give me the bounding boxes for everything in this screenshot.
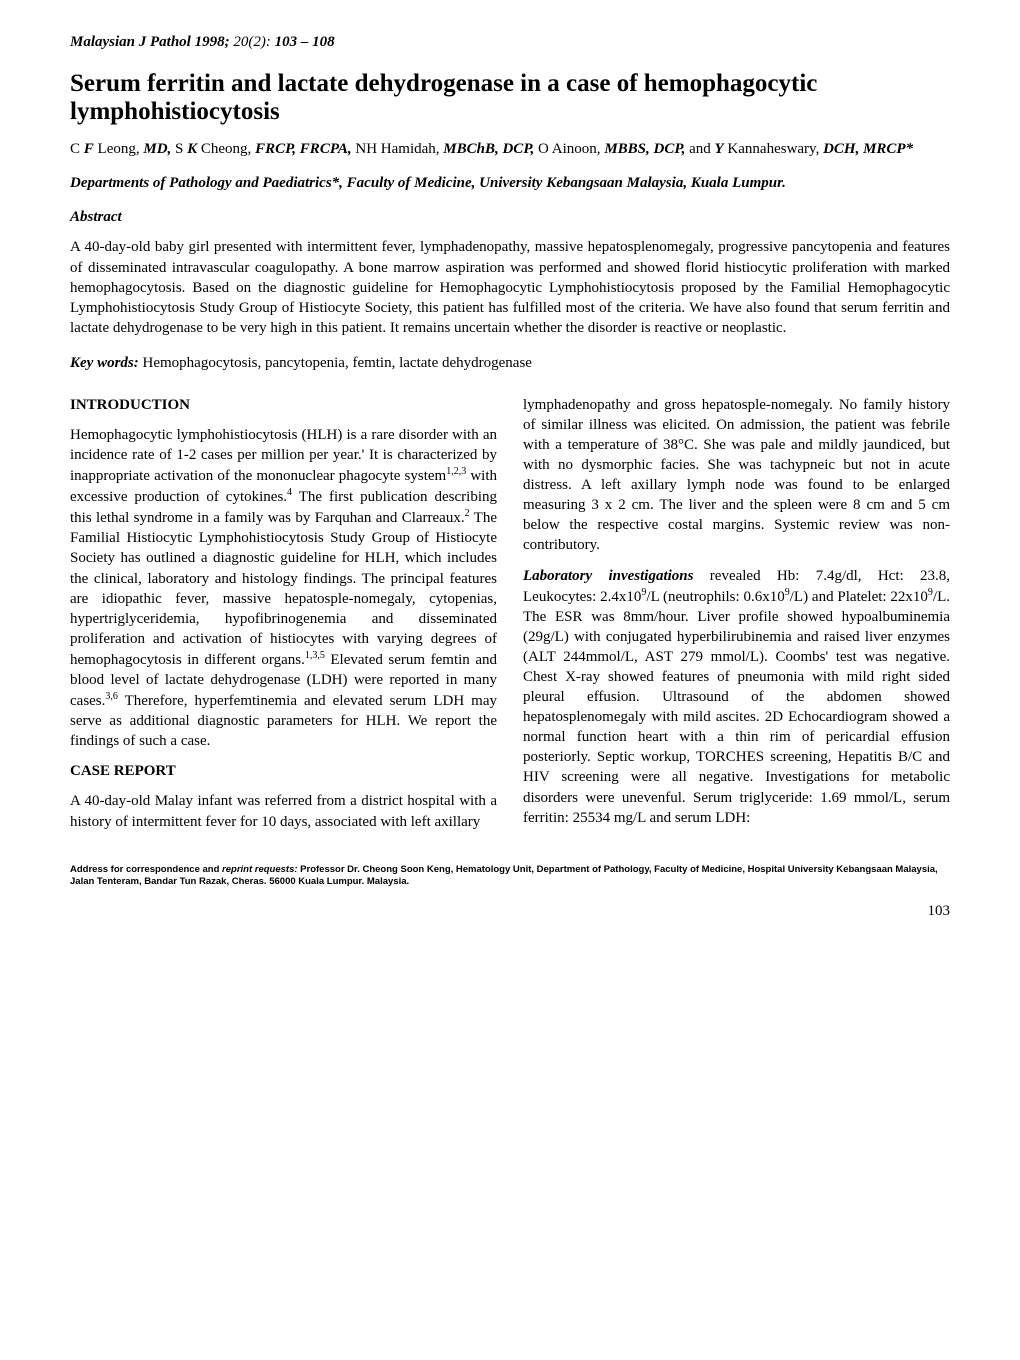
page-number: 103 xyxy=(70,901,950,921)
intro-text-d: The Familial Histiocytic Lymphohistiocyt… xyxy=(70,510,497,668)
lab-investigations-label: Laboratory investigations xyxy=(523,568,693,584)
case-report-heading: CASE REPORT xyxy=(70,761,497,781)
author-3-deg: MBChB, DCP, xyxy=(443,141,534,157)
lab-text-c: /L) and Platelet: 22x10 xyxy=(790,589,928,605)
author-2-init: K xyxy=(187,141,197,157)
keywords-label: Key words: xyxy=(70,355,139,371)
keywords-line: Key words: Hemophagocytosis, pancytopeni… xyxy=(70,353,950,373)
intro-sup-1: 1,2,3 xyxy=(446,466,466,477)
keywords-text: Hemophagocytosis, pancytopenia, femtin, … xyxy=(139,355,532,371)
intro-sup-5: 3,6 xyxy=(105,691,118,702)
author-5-init: Y xyxy=(715,141,724,157)
journal-pages: 103 – 108 xyxy=(275,34,335,50)
author-4-deg: MBBS, DCP, xyxy=(604,141,685,157)
author-4-pre: O Ainoon, xyxy=(534,141,604,157)
correspondence-footer: Address for correspondence and reprint r… xyxy=(70,864,950,888)
right-column: lymphadenopathy and gross hepatosple-nom… xyxy=(523,395,950,842)
author-1-pre: C xyxy=(70,141,84,157)
journal-name: Malaysian J Pathol xyxy=(70,34,191,50)
affiliation: Departments of Pathology and Paediatrics… xyxy=(70,174,950,194)
author-3-name: NH Hamidah, xyxy=(352,141,444,157)
author-1-deg: MD, xyxy=(143,141,171,157)
lab-text-b: /L (neutrophils: 0.6x10 xyxy=(646,589,784,605)
journal-header: Malaysian J Pathol 1998; 20(2): 103 – 10… xyxy=(70,32,950,52)
author-2-pre: S xyxy=(171,141,187,157)
author-5-pre: and xyxy=(689,141,714,157)
author-2-deg: FRCP, FRCPA, xyxy=(255,141,352,157)
intro-text-f: Therefore, hyperfemtinemia and elevated … xyxy=(70,693,497,749)
intro-sup-4: 1,3,5 xyxy=(305,650,325,661)
left-column: INTRODUCTION Hemophagocytic lymphohistio… xyxy=(70,395,497,842)
footer-label-1: Address for correspondence and xyxy=(70,864,222,875)
author-1-init: F xyxy=(84,141,94,157)
right-paragraph-1: lymphadenopathy and gross hepatosple-nom… xyxy=(523,395,950,556)
lab-text-d: /L. The ESR was 8mm/hour. Liver profile … xyxy=(523,589,950,826)
journal-issue: 20(2): xyxy=(233,34,271,50)
author-1-post: Leong, xyxy=(94,141,144,157)
two-column-body: INTRODUCTION Hemophagocytic lymphohistio… xyxy=(70,395,950,842)
case-paragraph-1: A 40-day-old Malay infant was referred f… xyxy=(70,791,497,831)
author-5-deg: DCH, MRCP* xyxy=(823,141,913,157)
introduction-heading: INTRODUCTION xyxy=(70,395,497,415)
intro-text-a: Hemophagocytic lymphohistiocytosis (HLH)… xyxy=(70,427,497,484)
article-title: Serum ferritin and lactate dehydrogenase… xyxy=(70,70,950,125)
abstract-heading: Abstract xyxy=(70,207,950,227)
right-paragraph-2: Laboratory investigations revealed Hb: 7… xyxy=(523,566,950,828)
author-2-post: Cheong, xyxy=(197,141,255,157)
author-5-post: Kannaheswary, xyxy=(724,141,823,157)
footer-label-2: reprint requests: xyxy=(222,864,298,875)
abstract-text: A 40-day-old baby girl presented with in… xyxy=(70,237,950,338)
authors-line: C F Leong, MD, S K Cheong, FRCP, FRCPA, … xyxy=(70,139,950,159)
introduction-paragraph: Hemophagocytic lymphohistiocytosis (HLH)… xyxy=(70,425,497,752)
journal-year: 1998; xyxy=(195,34,230,50)
